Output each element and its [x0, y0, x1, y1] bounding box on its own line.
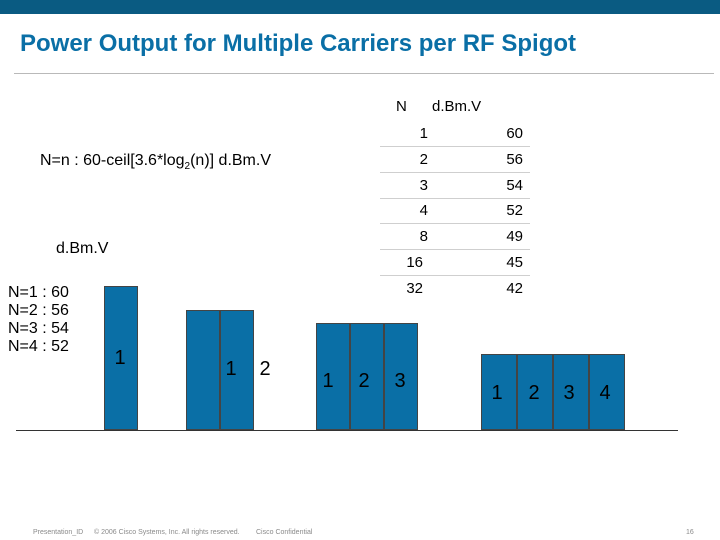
table-cell-dbmv: 52 [506, 202, 523, 219]
table-cell-dbmv: 49 [506, 228, 523, 245]
table-cell-n: 16 [406, 254, 423, 271]
carrier-bar [481, 354, 517, 430]
footer-presentation-id: Presentation_ID [33, 529, 84, 536]
carrier-bar [104, 286, 138, 430]
table-header-dbmv: d.Bm.V [432, 98, 482, 115]
table-row-divider [380, 198, 530, 199]
carrier-label: 4 [599, 382, 611, 404]
table-cell-dbmv: 60 [506, 125, 523, 142]
slide-title: Power Output for Multiple Carriers per R… [20, 30, 577, 57]
formula-suffix: (n)] d.Bm.V [190, 152, 271, 169]
legend-item: N=1 : 60 [8, 284, 69, 301]
carrier-bar [553, 354, 589, 430]
table-cell-n: 32 [406, 280, 423, 297]
carrier-bar [350, 323, 384, 430]
carrier-bar [517, 354, 553, 430]
table-header-n: N [396, 98, 407, 115]
carrier-label: 2 [358, 370, 370, 392]
table-cell-n: 1 [419, 125, 428, 142]
carrier-label: 2 [528, 382, 540, 404]
table-cell-n: 3 [419, 177, 428, 194]
footer-confidential: Cisco Confidential [256, 529, 313, 536]
carrier-bar [220, 310, 254, 430]
table-cell-dbmv: 42 [506, 280, 523, 297]
formula-prefix: N=n : 60-ceil[3.6*log [40, 152, 185, 169]
formula-subscript: 2 [184, 161, 191, 173]
table-row-divider [380, 172, 530, 173]
table-cell-n: 4 [419, 202, 428, 219]
carrier-bar [589, 354, 625, 430]
table-cell-dbmv: 54 [506, 177, 523, 194]
page-number: 16 [686, 529, 694, 536]
table-cell-n: 8 [419, 228, 428, 245]
carrier-label: 1 [114, 347, 126, 369]
carrier-label: 1 [225, 358, 237, 380]
dbmv-axis-label: d.Bm.V [56, 240, 109, 257]
diagram-baseline [16, 430, 678, 431]
table-row-divider [380, 146, 530, 147]
legend-item: N=4 : 52 [8, 338, 69, 355]
table-cell-dbmv: 45 [506, 254, 523, 271]
table-cell-n: 2 [419, 151, 428, 168]
table-row-divider [380, 275, 530, 276]
table-row-divider [380, 223, 530, 224]
carrier-label: 2 [259, 358, 271, 380]
carrier-bar [316, 323, 350, 430]
table-row-divider [380, 249, 530, 250]
header-bar [0, 0, 720, 14]
power-formula: N=n : 60-ceil[3.6*log2(n)] d.Bm.V [40, 152, 271, 172]
legend-item: N=2 : 56 [8, 302, 69, 319]
legend-item: N=3 : 54 [8, 320, 69, 337]
title-divider [14, 73, 714, 74]
footer-copyright: © 2006 Cisco Systems, Inc. All rights re… [94, 529, 240, 536]
carrier-bar [384, 323, 418, 430]
carrier-label: 3 [394, 370, 406, 392]
carrier-label: 3 [563, 382, 575, 404]
carrier-bar [186, 310, 220, 430]
carrier-label: 1 [491, 382, 503, 404]
carrier-label: 1 [322, 370, 334, 392]
table-cell-dbmv: 56 [506, 151, 523, 168]
power-legend: N=1 : 60 N=2 : 56 N=3 : 54 N=4 : 52 [8, 284, 69, 356]
